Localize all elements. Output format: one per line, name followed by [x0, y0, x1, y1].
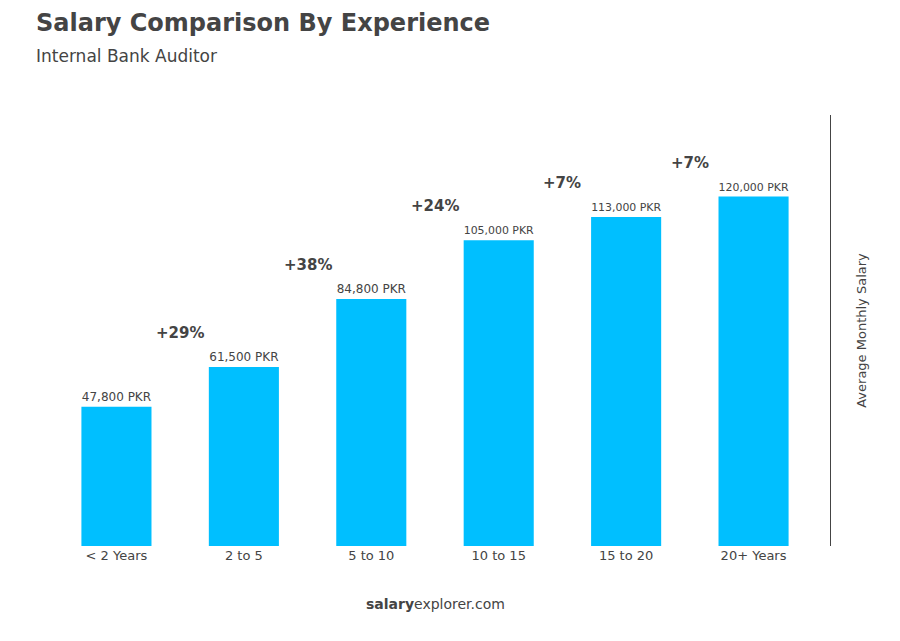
svg-text:113,000 PKR: 113,000 PKR: [591, 201, 661, 214]
svg-text:2 to 5: 2 to 5: [225, 548, 263, 563]
svg-text:10 to 15: 10 to 15: [472, 548, 526, 563]
svg-text:47,800 PKR: 47,800 PKR: [82, 390, 151, 404]
svg-text:Salary Comparison By Experienc: Salary Comparison By ExperienceInternal …: [36, 9, 490, 66]
svg-text:salaryexplorer.com: salaryexplorer.com: [366, 596, 505, 612]
svg-text:120,000 PKR: 120,000 PKR: [719, 181, 789, 194]
svg-text:+24%: +24%: [411, 197, 459, 215]
svg-text:Average Monthly Salary: Average Monthly Salary: [854, 253, 869, 408]
svg-text:5 to 10: 5 to 10: [348, 548, 394, 563]
svg-text:61,500 PKR: 61,500 PKR: [209, 350, 278, 364]
svg-text:+38%: +38%: [284, 256, 332, 274]
svg-text:84,800 PKR: 84,800 PKR: [337, 282, 406, 296]
svg-text:+7%: +7%: [543, 174, 581, 192]
svg-text:< 2 Years: < 2 Years: [86, 548, 148, 563]
svg-text:+29%: +29%: [156, 324, 204, 342]
svg-text:15 to 20: 15 to 20: [599, 548, 653, 563]
svg-text:20+ Years: 20+ Years: [721, 548, 787, 563]
svg-text:105,000 PKR: 105,000 PKR: [464, 224, 534, 237]
svg-text:+7%: +7%: [671, 154, 709, 172]
